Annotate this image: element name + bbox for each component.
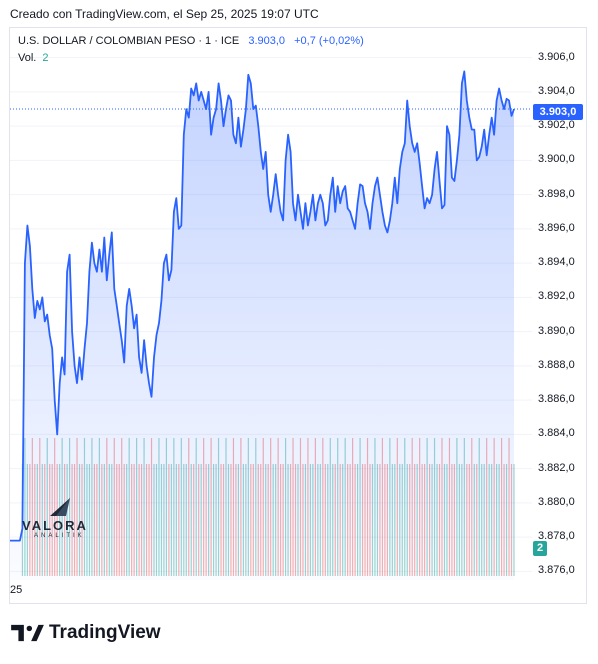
tradingview-wordmark: TradingView bbox=[49, 622, 161, 643]
y-axis-tick-label: 3.904,0 bbox=[538, 84, 575, 97]
watermark-subtitle: ANALITIK bbox=[34, 533, 85, 539]
volume-badge: 2 bbox=[533, 541, 547, 556]
symbol-label: U.S. DOLLAR / COLOMBIAN PESO · 1 · ICE bbox=[18, 35, 240, 47]
y-axis-tick-label: 3.886,0 bbox=[538, 393, 575, 406]
y-axis-tick-label: 3.890,0 bbox=[538, 324, 575, 337]
valora-watermark: VALORA ANALITIK bbox=[22, 496, 88, 539]
y-axis-tick-label: 3.900,0 bbox=[538, 153, 575, 166]
y-axis-tick-label: 3.906,0 bbox=[538, 50, 575, 63]
watermark-title: VALORA bbox=[22, 518, 88, 533]
valora-logo-icon bbox=[50, 498, 70, 516]
price-area-fill bbox=[10, 71, 514, 581]
y-axis-tick-label: 3.876,0 bbox=[538, 564, 575, 577]
y-axis-tick-label: 3.892,0 bbox=[538, 290, 575, 303]
y-axis-tick-label: 3.888,0 bbox=[538, 358, 575, 371]
y-axis-tick-label: 3.884,0 bbox=[538, 427, 575, 440]
chart-legend: U.S. DOLLAR / COLOMBIAN PESO · 1 · ICE 3… bbox=[18, 35, 364, 47]
x-axis-tick-label: 25 bbox=[10, 584, 23, 596]
tradingview-brand[interactable]: TradingView bbox=[11, 622, 161, 644]
y-axis-tick-label: 3.902,0 bbox=[538, 119, 575, 132]
y-axis-tick-label: 3.898,0 bbox=[538, 187, 575, 200]
y-axis-tick-label: 3.880,0 bbox=[538, 495, 575, 508]
price-change-value: +0,7 (+0,02%) bbox=[294, 35, 364, 47]
tradingview-logo-icon bbox=[11, 624, 44, 642]
y-axis-tick-label: 3.882,0 bbox=[538, 461, 575, 474]
y-axis-tick-label: 3.878,0 bbox=[538, 530, 575, 543]
y-axis-tick-label: 3.894,0 bbox=[538, 256, 575, 269]
last-price-value: 3.903,0 bbox=[248, 35, 286, 47]
y-axis-tick-label: 3.896,0 bbox=[538, 221, 575, 234]
price-line[interactable] bbox=[10, 70, 515, 542]
created-with-text: Creado con TradingView.com, el Sep 25, 2… bbox=[10, 7, 319, 21]
chart-frame bbox=[9, 27, 587, 604]
volume-label: Vol. bbox=[18, 52, 37, 64]
volume-legend: Vol. 2 bbox=[18, 52, 48, 64]
last-price-badge: 3.903,0 bbox=[533, 104, 583, 120]
volume-value: 2 bbox=[42, 52, 49, 64]
